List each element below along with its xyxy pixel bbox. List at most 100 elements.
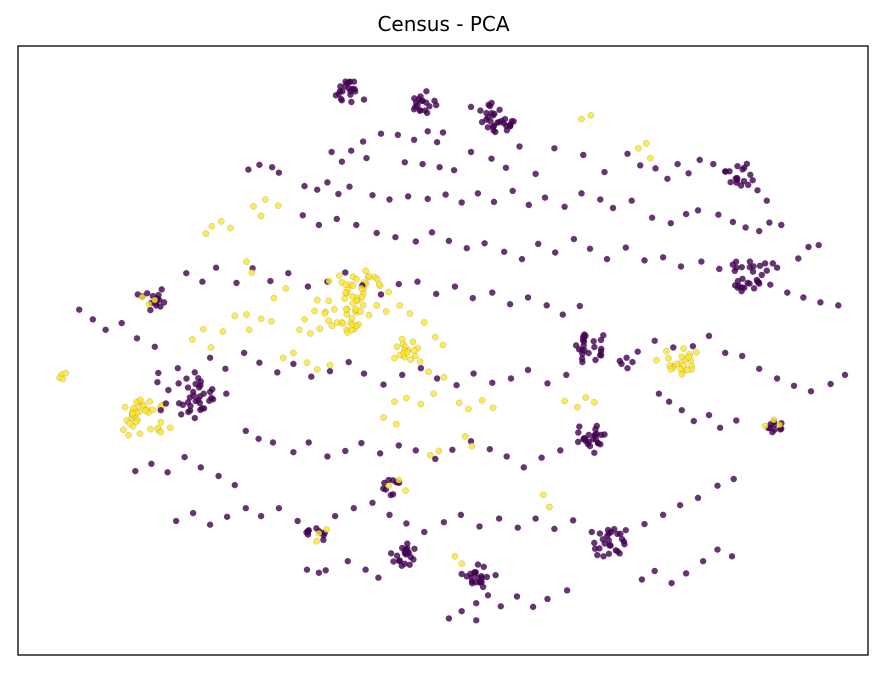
cluster-point bbox=[348, 98, 355, 106]
data-point-series-1 bbox=[678, 370, 686, 378]
data-point-series-1 bbox=[380, 414, 387, 421]
data-point-series-0 bbox=[341, 269, 349, 276]
data-point-series-0 bbox=[513, 593, 521, 600]
data-point-series-0 bbox=[439, 129, 447, 136]
data-point-series-0 bbox=[544, 380, 551, 387]
data-point-series-1 bbox=[439, 341, 447, 349]
cluster-point bbox=[585, 349, 592, 357]
data-point-series-0 bbox=[721, 349, 729, 357]
data-point-series-0 bbox=[360, 370, 368, 377]
data-point-series-0 bbox=[463, 573, 471, 580]
data-point-series-1 bbox=[257, 212, 265, 220]
data-point-series-0 bbox=[200, 405, 208, 412]
cluster-point bbox=[146, 398, 154, 405]
data-point-series-0 bbox=[495, 515, 503, 522]
data-point-series-1 bbox=[142, 407, 149, 415]
cluster-point bbox=[614, 530, 621, 538]
data-point-series-0 bbox=[738, 352, 746, 360]
cluster-point bbox=[398, 335, 406, 343]
data-point-series-0 bbox=[463, 244, 471, 252]
data-point-series-0 bbox=[395, 280, 403, 288]
data-point-series-0 bbox=[579, 151, 587, 159]
cluster-point bbox=[348, 326, 356, 334]
data-point-series-0 bbox=[344, 557, 352, 565]
cluster-point bbox=[411, 346, 418, 354]
data-point-series-0 bbox=[197, 378, 205, 385]
data-point-series-0 bbox=[651, 337, 659, 345]
data-point-series-1 bbox=[455, 399, 463, 407]
data-point-series-0 bbox=[403, 545, 411, 552]
data-point-series-0 bbox=[341, 447, 349, 455]
data-point-series-0 bbox=[412, 238, 420, 245]
data-point-series-0 bbox=[301, 182, 308, 190]
data-point-series-1 bbox=[647, 154, 654, 162]
data-point-series-0 bbox=[486, 445, 494, 453]
cluster-point bbox=[411, 545, 418, 553]
data-point-series-1 bbox=[262, 196, 269, 203]
cluster-point bbox=[582, 332, 589, 340]
data-point-series-0 bbox=[579, 358, 586, 366]
data-point-series-0 bbox=[538, 454, 545, 462]
cluster-point bbox=[205, 397, 213, 405]
data-point-series-1 bbox=[202, 230, 210, 237]
data-point-series-0 bbox=[682, 570, 690, 577]
data-point-series-0 bbox=[458, 570, 466, 578]
data-point-series-0 bbox=[551, 144, 558, 152]
data-point-series-0 bbox=[410, 105, 418, 113]
data-point-series-1 bbox=[132, 418, 140, 426]
data-point-series-0 bbox=[622, 526, 630, 534]
data-point-series-0 bbox=[506, 300, 514, 308]
data-point-series-0 bbox=[471, 568, 478, 576]
data-point-series-0 bbox=[304, 283, 312, 290]
data-point-series-0 bbox=[551, 249, 559, 256]
data-point-series-1 bbox=[199, 325, 207, 333]
data-point-series-0 bbox=[256, 359, 263, 367]
cluster-point bbox=[746, 171, 754, 179]
cluster-point bbox=[597, 345, 605, 353]
data-point-series-0 bbox=[414, 101, 421, 109]
data-point-series-0 bbox=[396, 557, 404, 564]
data-point-series-0 bbox=[151, 343, 159, 351]
data-point-series-0 bbox=[433, 138, 441, 146]
data-point-series-0 bbox=[641, 520, 648, 528]
cluster-point bbox=[342, 289, 350, 297]
data-point-series-0 bbox=[481, 239, 488, 247]
data-point-series-0 bbox=[638, 576, 646, 583]
data-point-series-1 bbox=[375, 280, 383, 288]
data-point-series-0 bbox=[805, 243, 812, 251]
data-point-series-0 bbox=[807, 387, 815, 395]
data-point-series-0 bbox=[628, 197, 636, 205]
data-point-series-0 bbox=[532, 170, 539, 178]
data-point-series-0 bbox=[668, 579, 675, 587]
data-point-series-0 bbox=[596, 440, 604, 448]
cluster-point bbox=[593, 551, 601, 559]
data-point-series-0 bbox=[790, 382, 798, 390]
data-point-series-0 bbox=[699, 557, 707, 565]
data-point-series-1 bbox=[217, 218, 225, 225]
data-point-series-1 bbox=[279, 354, 287, 362]
data-point-series-0 bbox=[458, 607, 466, 615]
data-point-series-0 bbox=[242, 427, 250, 435]
data-point-series-0 bbox=[328, 148, 335, 156]
data-point-series-0 bbox=[199, 278, 206, 286]
cluster-point bbox=[390, 558, 397, 565]
data-point-series-0 bbox=[426, 102, 433, 110]
data-point-series-0 bbox=[580, 434, 588, 442]
data-point-series-0 bbox=[307, 373, 315, 381]
data-point-series-1 bbox=[358, 285, 365, 292]
data-point-series-0 bbox=[387, 549, 395, 557]
data-point-series-0 bbox=[634, 348, 642, 356]
data-point-series-1 bbox=[157, 428, 165, 436]
data-point-series-0 bbox=[352, 221, 360, 229]
data-point-series-0 bbox=[206, 354, 214, 362]
data-point-series-0 bbox=[450, 166, 458, 174]
data-point-series-0 bbox=[223, 513, 231, 521]
cluster-point bbox=[480, 563, 488, 571]
data-point-series-0 bbox=[597, 352, 605, 359]
data-point-series-0 bbox=[755, 227, 763, 235]
cluster-point bbox=[407, 356, 414, 363]
cluster-point bbox=[739, 166, 746, 173]
data-point-series-0 bbox=[206, 388, 214, 396]
data-point-series-0 bbox=[763, 197, 771, 205]
